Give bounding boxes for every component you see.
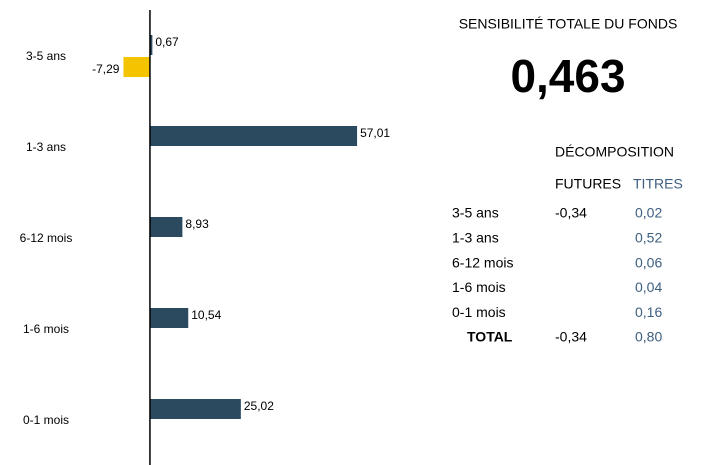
value-label: 10,54	[191, 308, 221, 322]
value-label: 57,01	[360, 126, 390, 140]
total-titres: 0,80	[635, 329, 662, 345]
value-label: 25,02	[244, 399, 274, 413]
value-label: -7,29	[92, 62, 120, 76]
titres-cell: 0,02	[635, 205, 662, 221]
bar	[149, 399, 241, 419]
value-label: 0,67	[155, 35, 179, 49]
bar	[149, 35, 153, 55]
total-futures: -0,34	[555, 329, 587, 345]
titres-cell: 0,06	[635, 254, 662, 270]
total-value: 0,463	[510, 50, 625, 102]
total-label: TOTAL	[467, 329, 513, 345]
panel-title: SENSIBILITÉ TOTALE DU FONDS	[459, 16, 678, 32]
row-label: 1-3 ans	[452, 230, 499, 246]
table-title: DÉCOMPOSITION	[555, 144, 674, 160]
category-label: 3-5 ans	[26, 49, 66, 63]
category-label: 1-6 mois	[23, 322, 69, 336]
titres-cell: 0,16	[635, 304, 662, 320]
bar	[149, 217, 183, 237]
category-label: 0-1 mois	[23, 413, 69, 427]
titres-cell: 0,04	[635, 279, 662, 295]
column-header: TITRES	[633, 176, 683, 192]
titres-cell: 0,52	[635, 230, 662, 246]
row-label: 6-12 mois	[452, 254, 513, 270]
futures-cell: -0,34	[555, 205, 587, 221]
category-label: 6-12 mois	[20, 231, 73, 245]
row-label: 0-1 mois	[452, 304, 506, 320]
value-label: 8,93	[185, 217, 209, 231]
row-label: 3-5 ans	[452, 205, 499, 221]
bar	[123, 57, 150, 77]
category-label: 1-3 ans	[26, 140, 66, 154]
column-header: FUTURES	[555, 176, 621, 192]
row-label: 1-6 mois	[452, 279, 506, 295]
bar	[149, 126, 358, 146]
bar	[149, 308, 189, 328]
